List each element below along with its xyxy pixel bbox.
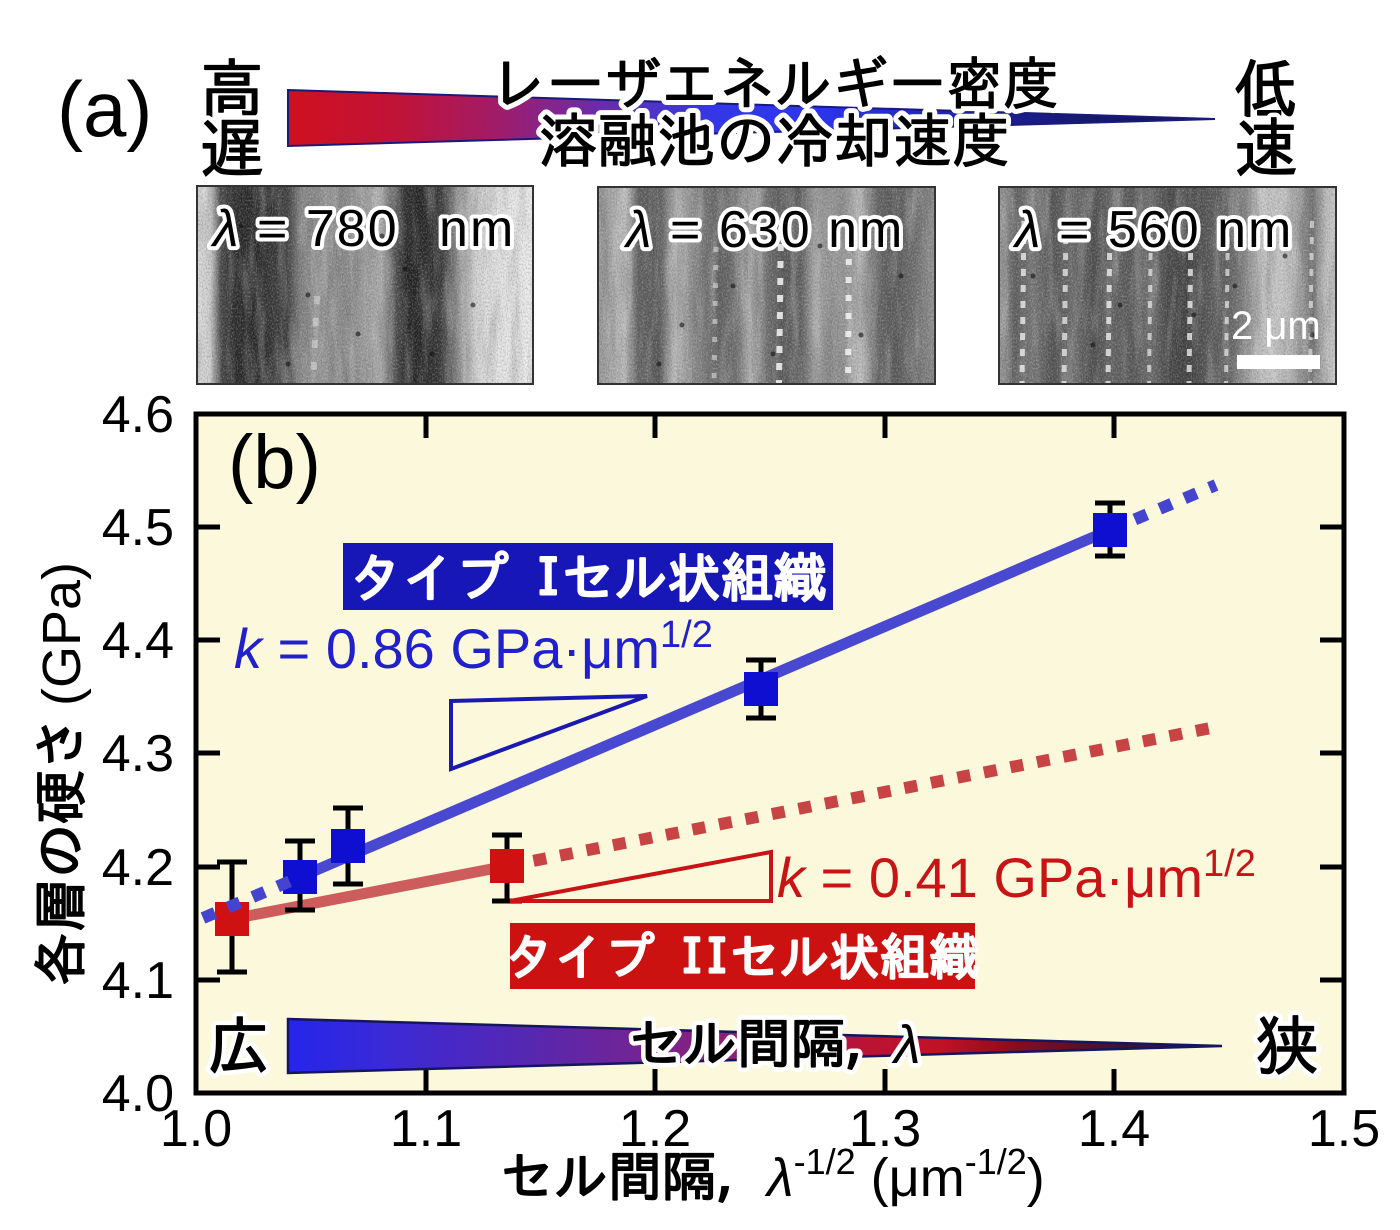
svg-text:λ = 780 nm: λ = 780 nm [210, 200, 515, 258]
svg-text:(GPa): (GPa) [32, 562, 92, 706]
svg-text:4.1: 4.1 [102, 952, 174, 1010]
svg-text:(b): (b) [228, 420, 321, 505]
svg-text:k = 0.86 GPa·μm1/2: k = 0.86 GPa·μm1/2 [234, 614, 713, 680]
svg-text:1.0: 1.0 [160, 1100, 232, 1158]
svg-text:4.2: 4.2 [102, 839, 174, 897]
svg-text:4.5: 4.5 [102, 499, 174, 557]
svg-text:1.1: 1.1 [390, 1100, 462, 1158]
svg-text:(a): (a) [57, 65, 152, 153]
svg-text:λ-1/2 (μm-1/2): λ-1/2 (μm-1/2) [764, 1141, 1045, 1208]
svg-text:2 μm: 2 μm [1231, 304, 1321, 348]
svg-text:4.6: 4.6 [102, 386, 174, 444]
svg-text:k = 0.41 GPa·μm1/2: k = 0.41 GPa·μm1/2 [777, 843, 1256, 909]
svg-text:1.2: 1.2 [619, 1100, 691, 1158]
svg-text:1.4: 1.4 [1078, 1100, 1150, 1158]
svg-text:4.0: 4.0 [102, 1065, 174, 1123]
svg-text:1.5: 1.5 [1308, 1100, 1380, 1158]
svg-text:4.4: 4.4 [102, 612, 174, 670]
svg-text:λ = 560 nm: λ = 560 nm [1012, 201, 1293, 259]
svg-text:λ = 630 nm: λ = 630 nm [623, 201, 904, 259]
svg-text:4.3: 4.3 [102, 725, 174, 783]
svg-text:λ: λ [891, 1015, 921, 1075]
svg-text:1.3: 1.3 [849, 1100, 921, 1158]
